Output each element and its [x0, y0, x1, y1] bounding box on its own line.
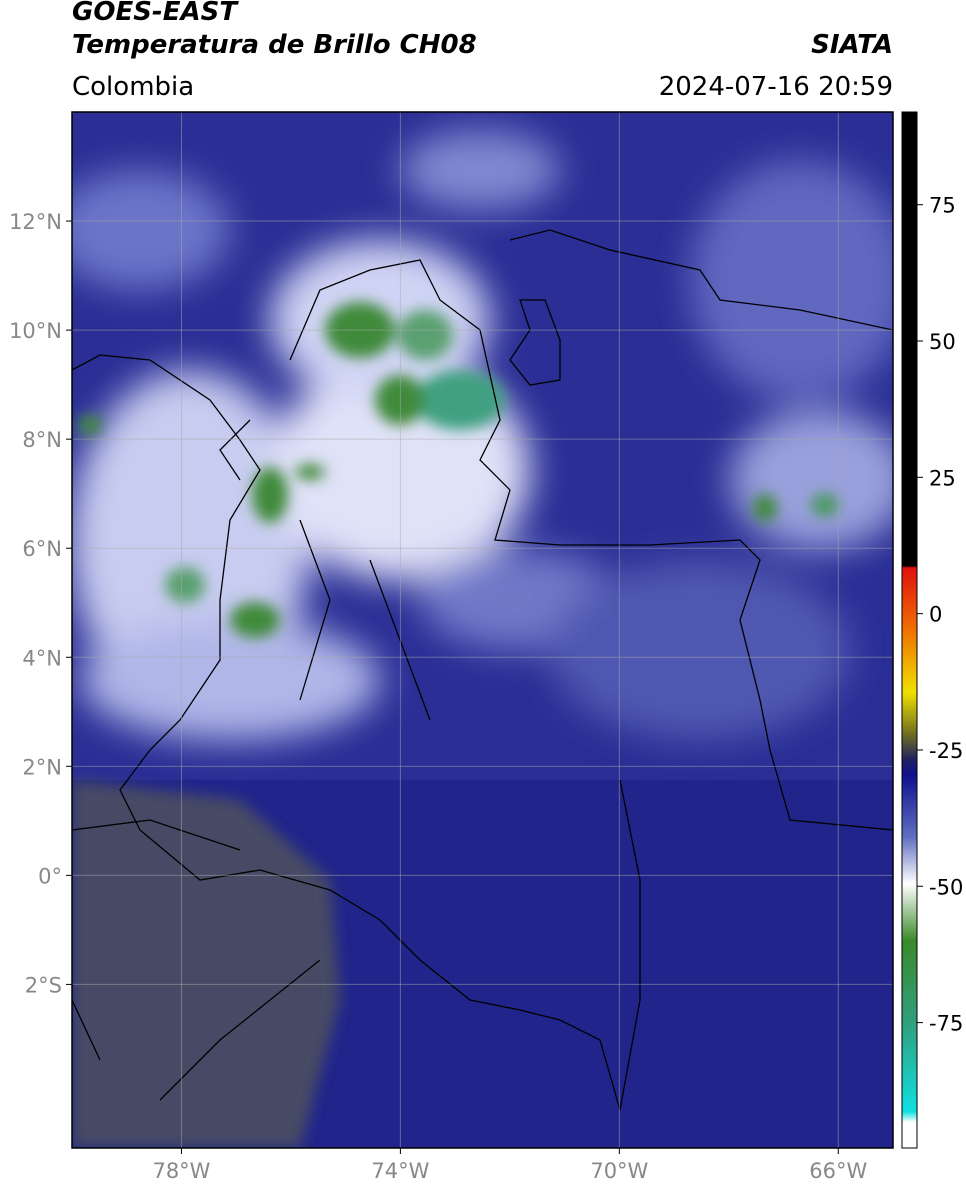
colorbar-tick-label: -50 — [929, 875, 963, 899]
y-tick-label: 2°N — [22, 755, 62, 779]
y-tick-label: 6°N — [22, 537, 62, 561]
y-tick-label: 4°N — [22, 646, 62, 670]
colorbar-tick-label: 75 — [929, 194, 956, 218]
map-frame — [71, 111, 894, 1149]
y-tick-label: 2°S — [25, 973, 62, 997]
x-tick-label: 70°W — [590, 1159, 648, 1183]
satellite-image — [72, 112, 893, 1148]
y-tick-label: 10°N — [9, 319, 62, 343]
colorbar-tick-label: -75 — [929, 1012, 963, 1036]
subtitle: Temperatura de Brillo CH08 — [72, 30, 477, 60]
title: GOES-EAST — [72, 0, 239, 27]
colorbar-tick-label: 25 — [929, 466, 956, 490]
colorbar-tick-label: -25 — [929, 739, 963, 763]
source: SIATA — [811, 30, 893, 60]
y-tick-label: 12°N — [9, 210, 62, 234]
colorbar — [901, 111, 918, 1149]
datetime: 2024-07-16 20:59 — [659, 72, 893, 102]
x-tick-label: 78°W — [152, 1159, 210, 1183]
region: Colombia — [72, 72, 194, 102]
colorbar-tick-label: 0 — [929, 603, 942, 627]
colorbar-tick-label: 50 — [929, 330, 956, 354]
y-tick-label: 8°N — [22, 428, 62, 452]
graticule — [72, 112, 893, 1148]
x-tick-label: 66°W — [809, 1159, 867, 1183]
x-tick-label: 74°W — [371, 1159, 429, 1183]
y-tick-label: 0° — [38, 864, 62, 888]
